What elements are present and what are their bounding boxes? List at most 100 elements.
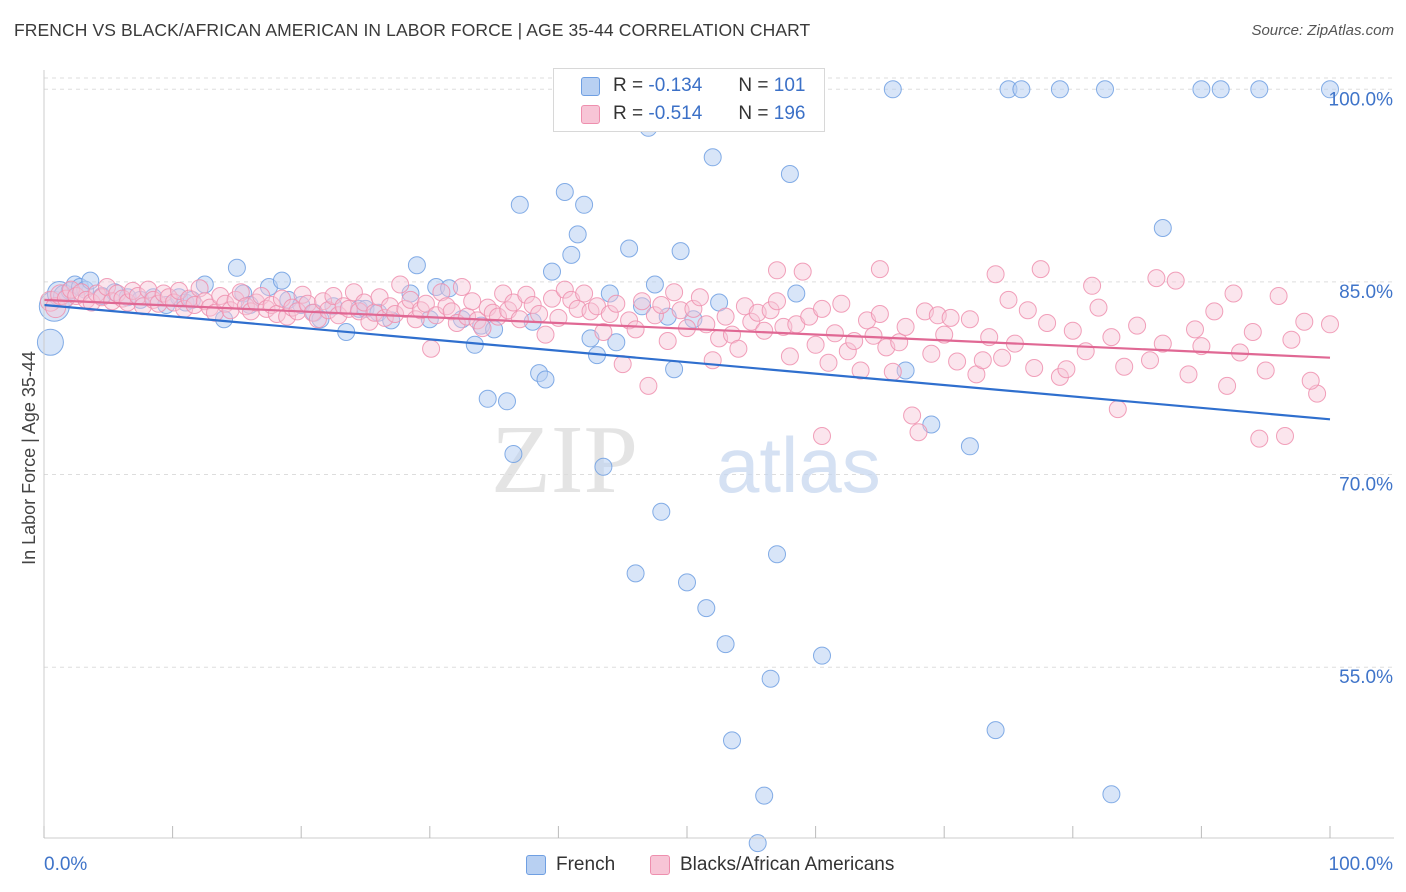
french-point [600,284,619,303]
black-point [236,297,255,316]
black-point [1038,314,1057,332]
black-point [293,285,312,304]
black-point [639,376,658,395]
black-point [1250,429,1269,448]
x-tick-label-max: 100.0% [1329,854,1394,875]
black-point [360,312,379,331]
black-point [645,306,664,325]
black-point [314,292,333,311]
french-point [716,635,735,654]
french-point [755,786,774,805]
french-trend-line [43,303,1331,421]
black-point [575,284,594,303]
black-point [1256,361,1275,380]
black-point [432,283,451,302]
black-point [935,325,954,344]
black-point [370,288,389,307]
black-point [948,352,967,371]
black-point [517,285,536,304]
black-point [108,284,127,303]
black-point [555,280,574,299]
black-point [1186,320,1204,339]
black-point [272,289,291,308]
black-point [185,296,204,314]
french-point [626,564,645,583]
y-tick-label: 85.0% [1339,282,1393,303]
watermark-atlas: atlas [716,421,881,509]
black-point [1321,315,1339,334]
black-point [1166,271,1185,290]
french-point [478,389,497,408]
axes [43,70,1394,839]
black-trend-line [43,298,1331,359]
black-point [1115,357,1134,376]
legend-n-label: N = [738,75,769,96]
french-point [813,646,831,665]
black-point [703,351,722,370]
french-point [1250,80,1269,99]
french-point [1102,785,1121,804]
french-point [986,721,1005,740]
french-point [272,271,291,290]
black-point [170,281,188,300]
french-point [697,599,716,618]
legend-row-french: R = -0.134 N = 101 [554,72,805,100]
black-point [1102,328,1121,347]
black-point [1301,371,1320,390]
black-point [1224,284,1243,303]
black-point [278,307,297,326]
black-point [594,323,613,341]
french-point [562,245,581,264]
black-point [986,265,1005,284]
black-point [1025,359,1044,377]
black-point [1282,330,1301,349]
series-legend-french: French [526,852,615,878]
black-point [1243,323,1262,341]
black-point [375,308,394,327]
black-point [123,281,142,300]
black-point [1276,427,1294,445]
black-point [729,339,748,358]
black-point [523,296,542,314]
black-point [1031,260,1050,279]
black-point [221,301,240,320]
black-point [652,296,671,314]
black-point [755,321,774,340]
legend-swatch-black [650,855,670,875]
black-point [536,325,555,344]
french-point [594,457,613,476]
black-point [851,361,870,380]
french-point [536,370,555,389]
black-point [716,307,735,326]
french-point [896,361,915,380]
black-point [1089,298,1108,317]
black-point [308,310,327,329]
black-point [613,355,632,374]
black-point [960,310,979,329]
black-point [452,278,471,296]
black-point [658,332,677,350]
french-point [652,502,671,521]
black-point [1108,400,1127,419]
black-point [1295,312,1314,331]
black-point [909,423,928,442]
french-point [620,239,639,258]
black-point [973,351,992,370]
black-point [1147,269,1166,288]
french-point [36,328,64,356]
french-point [723,731,741,750]
black-point [819,353,838,372]
black-point [626,320,645,339]
legend-swatch-black [581,104,600,124]
black-point [813,299,831,318]
legend-row-black: R = -0.514 N = 196 [554,100,805,128]
french-point [1211,80,1230,99]
y-axis-label: In Labor Force | Age 35-44 [19,351,39,565]
black-point [437,297,456,316]
french-point [960,437,979,456]
y-tick-label: 55.0% [1339,667,1393,688]
black-point [1153,334,1172,353]
y-tick-labels: 55.0% 70.0% 85.0% 100.0% [1329,89,1394,688]
legend-swatch-french [581,76,600,96]
